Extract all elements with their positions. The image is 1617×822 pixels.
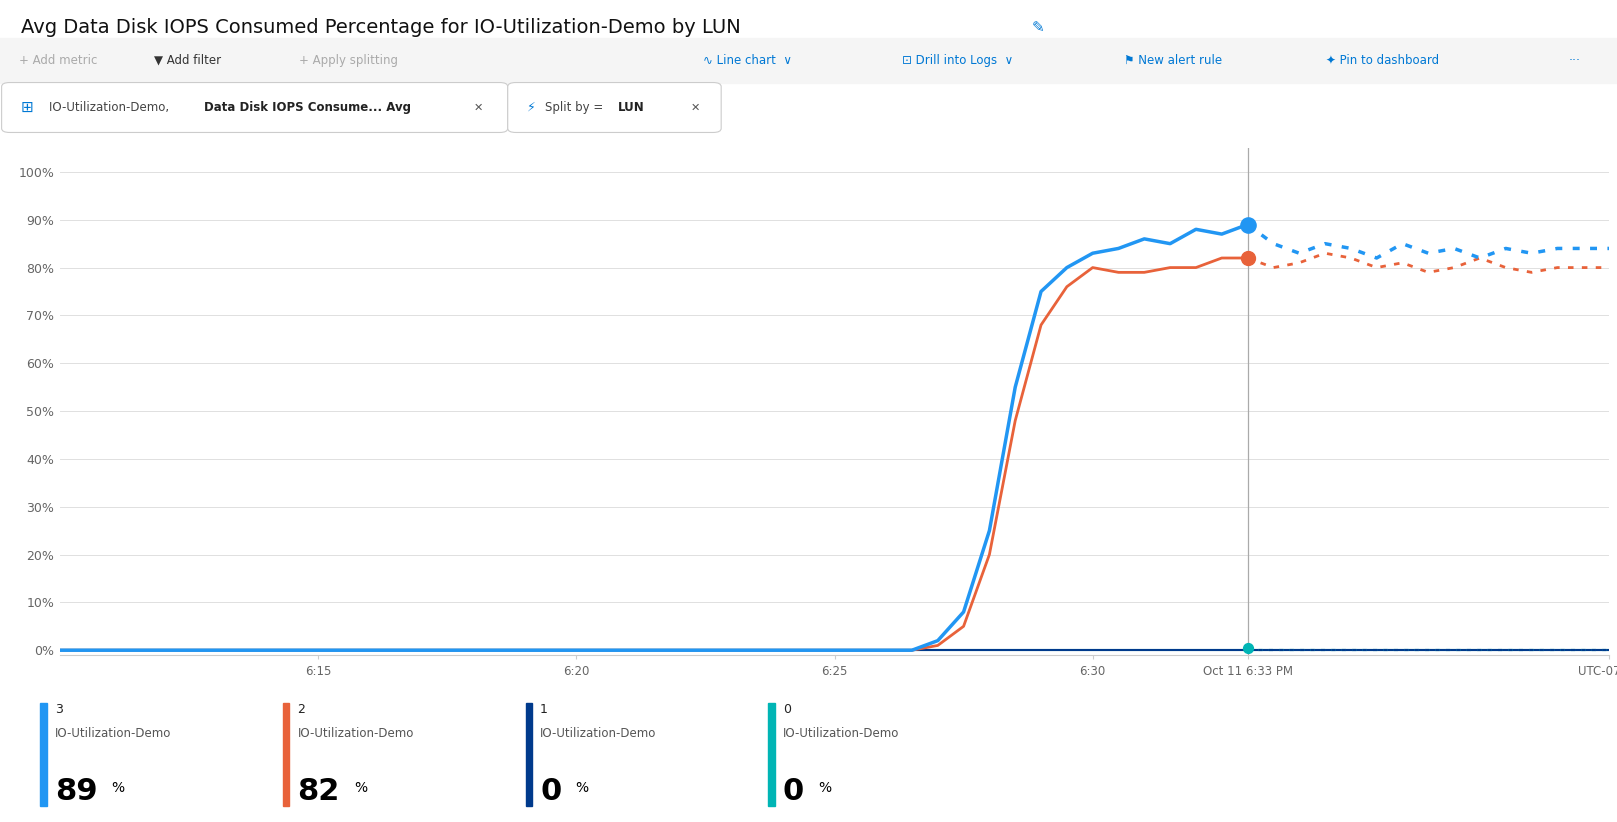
Text: 0: 0 (783, 703, 791, 716)
Text: 2: 2 (298, 703, 306, 716)
Text: ⚑ New alert rule: ⚑ New alert rule (1124, 54, 1222, 67)
Text: Data Disk IOPS Consume... Avg: Data Disk IOPS Consume... Avg (204, 101, 411, 114)
Text: ✦ Pin to dashboard: ✦ Pin to dashboard (1326, 54, 1439, 67)
Text: Split by =: Split by = (545, 101, 606, 114)
Text: + Apply splitting: + Apply splitting (299, 54, 398, 67)
Text: Avg Data Disk IOPS Consumed Percentage for IO-Utilization-Demo by LUN: Avg Data Disk IOPS Consumed Percentage f… (21, 17, 741, 37)
Text: 3: 3 (55, 703, 63, 716)
Text: ✕: ✕ (474, 103, 483, 113)
Point (1235, 641, 1261, 654)
Text: 1: 1 (540, 703, 548, 716)
Text: %: % (576, 781, 589, 795)
Text: ⚡: ⚡ (527, 101, 535, 114)
Text: IO-Utilization-Demo: IO-Utilization-Demo (540, 727, 657, 741)
Text: IO-Utilization-Demo,: IO-Utilization-Demo, (49, 101, 173, 114)
Text: 82: 82 (298, 777, 340, 806)
Text: ⊡ Drill into Logs  ∨: ⊡ Drill into Logs ∨ (902, 54, 1014, 67)
Text: ✕: ✕ (690, 103, 700, 113)
Text: ⊞: ⊞ (21, 100, 34, 115)
Text: ···: ··· (1568, 54, 1580, 67)
Text: IO-Utilization-Demo: IO-Utilization-Demo (783, 727, 899, 741)
Text: ∿ Line chart  ∨: ∿ Line chart ∨ (703, 54, 792, 67)
Text: 0: 0 (540, 777, 561, 806)
Text: IO-Utilization-Demo: IO-Utilization-Demo (298, 727, 414, 741)
Text: %: % (354, 781, 367, 795)
Text: + Add metric: + Add metric (19, 54, 97, 67)
Text: ▼ Add filter: ▼ Add filter (154, 54, 222, 67)
Text: ✎: ✎ (1032, 20, 1045, 35)
Text: LUN: LUN (618, 101, 645, 114)
Text: %: % (818, 781, 831, 795)
Text: 89: 89 (55, 777, 97, 806)
Text: %: % (112, 781, 125, 795)
Text: IO-Utilization-Demo: IO-Utilization-Demo (55, 727, 171, 741)
Point (1235, 252, 1261, 265)
Point (1235, 218, 1261, 231)
Text: 0: 0 (783, 777, 804, 806)
